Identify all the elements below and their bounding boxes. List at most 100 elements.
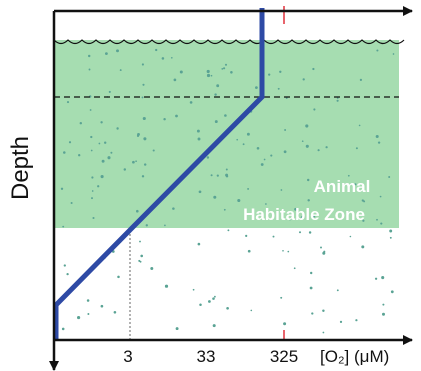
particle-dot: [389, 236, 392, 239]
particle-dot: [170, 56, 173, 59]
particle-dot: [175, 327, 179, 331]
particle-dot: [306, 178, 310, 182]
particle-dot: [284, 129, 287, 131]
particle-dot: [270, 154, 273, 157]
particle-dot: [77, 316, 81, 320]
particle-dot: [325, 146, 328, 149]
particle-dot: [123, 168, 127, 171]
particle-dot: [91, 197, 93, 200]
particle-dot: [179, 70, 183, 74]
particle-dot: [91, 176, 94, 179]
particle-dot: [161, 57, 165, 60]
particle-dot: [172, 207, 175, 210]
particle-dot: [307, 199, 310, 202]
particle-dot: [256, 147, 260, 150]
particle-dot: [66, 272, 69, 276]
particle-dot: [354, 183, 357, 186]
particle-dot: [110, 151, 113, 154]
particle-dot: [250, 309, 253, 312]
particle-dot: [206, 156, 210, 159]
particle-dot: [277, 87, 280, 90]
zone-label-line1: Animal: [314, 177, 371, 196]
particle-dot: [107, 156, 111, 160]
particle-dot: [225, 168, 228, 171]
particle-dot: [283, 322, 287, 326]
particle-dot: [224, 114, 227, 117]
zone-label-line2: Habitable Zone: [243, 205, 365, 224]
particle-dot: [164, 224, 166, 227]
particle-dot: [155, 48, 158, 52]
particle-dot: [223, 208, 226, 211]
particle-dot: [142, 116, 146, 121]
particle-dot: [132, 160, 135, 164]
particle-dot: [91, 190, 94, 192]
particle-dot: [389, 229, 393, 233]
particle-dot: [173, 78, 177, 82]
particle-dot: [116, 49, 119, 53]
particle-dot: [260, 163, 264, 166]
particle-dot: [68, 141, 72, 144]
particle-dot: [312, 67, 315, 71]
particle-dot: [108, 90, 111, 93]
particle-dot: [309, 286, 313, 290]
particle-dot: [216, 84, 220, 88]
particle-dot: [189, 101, 193, 104]
particle-dot: [78, 154, 81, 157]
particle-dot: [89, 109, 92, 111]
particle-dot: [312, 214, 316, 218]
y-axis-label: Depth: [7, 136, 34, 200]
particle-dot: [298, 231, 302, 234]
particle-dot: [136, 134, 140, 138]
particle-dot: [223, 67, 226, 70]
particle-dot: [97, 185, 100, 188]
particle-dot: [336, 289, 339, 292]
particle-dot: [140, 254, 144, 258]
particle-dot: [388, 176, 391, 178]
particle-dot: [280, 296, 283, 299]
particle-dot: [210, 174, 213, 177]
particle-dot: [320, 246, 322, 249]
particle-dot: [376, 218, 378, 221]
particle-dot: [317, 149, 320, 152]
particle-dot: [175, 114, 178, 118]
water-surface-waves: [53, 39, 405, 45]
particle-dot: [336, 99, 339, 102]
particle-dot: [70, 201, 73, 205]
particle-dot: [382, 312, 385, 316]
particle-dot: [143, 163, 147, 166]
particle-dot: [287, 250, 290, 253]
particle-dot: [380, 222, 383, 225]
particle-dot: [79, 122, 83, 125]
particle-dot: [164, 284, 169, 288]
x-tick-325: 325: [270, 347, 298, 366]
particle-dot: [305, 144, 309, 148]
particle-dot: [302, 78, 305, 81]
particle-dot: [227, 229, 230, 232]
particle-dot: [313, 108, 316, 111]
particle-dot: [206, 69, 210, 74]
particle-dot: [381, 276, 385, 280]
particle-dot: [247, 187, 250, 190]
particle-dot: [377, 141, 381, 144]
particle-dot: [268, 73, 271, 76]
particle-dot: [282, 249, 284, 252]
particle-dot: [87, 54, 91, 58]
particle-dot: [265, 203, 267, 205]
particle-dot: [245, 234, 248, 238]
particle-dot: [143, 137, 147, 141]
particle-dot: [101, 159, 105, 163]
particle-dot: [279, 70, 282, 74]
particle-dot: [210, 74, 213, 77]
particle-dot: [237, 198, 241, 203]
particle-dot: [363, 200, 366, 203]
particle-dot: [208, 300, 211, 303]
particle-dot: [255, 86, 258, 89]
particle-dot: [212, 324, 216, 328]
particle-dot: [150, 267, 154, 270]
particle-dot: [138, 259, 141, 262]
particle-dot: [362, 219, 365, 222]
particle-dot: [355, 319, 358, 322]
particle-dot: [98, 142, 101, 145]
particle-dot: [376, 49, 379, 52]
particle-dot: [322, 309, 325, 312]
